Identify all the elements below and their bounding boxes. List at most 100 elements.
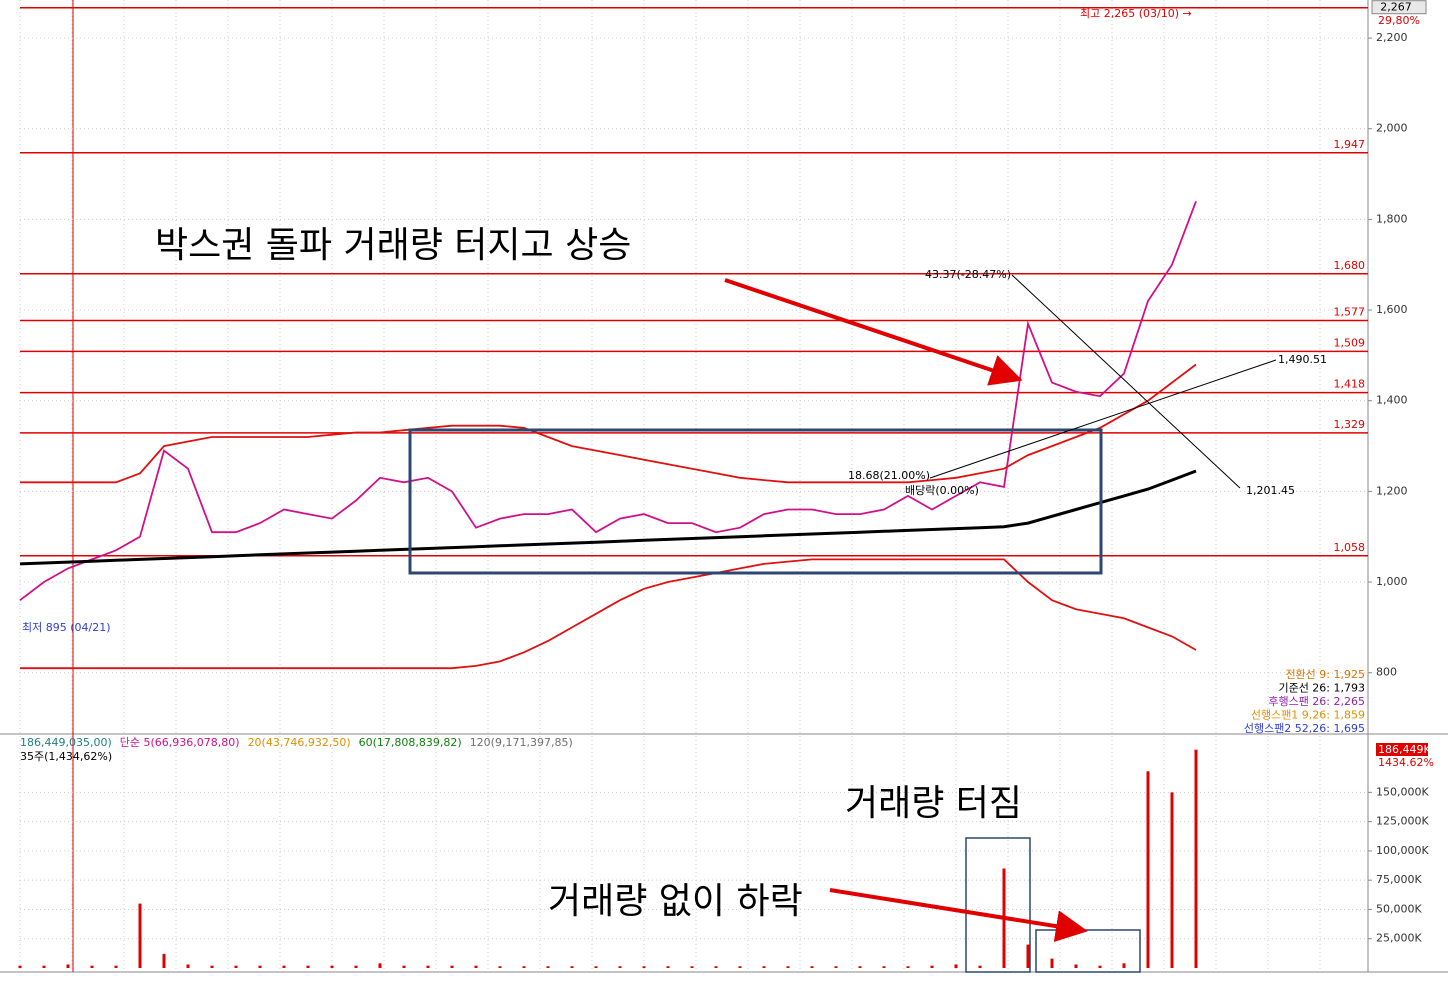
annotation: 18.68(21.00%): [848, 469, 930, 482]
volume-bar: [18, 965, 22, 968]
trend-line: [929, 359, 1277, 479]
volume-bar: [714, 966, 718, 968]
volume-bar: [954, 964, 958, 968]
volume-bar: [426, 965, 430, 968]
volume-header: 35주(1,434,62%): [20, 750, 112, 763]
level-label: 1,418: [1334, 378, 1366, 391]
trend-line: [1011, 274, 1241, 489]
level-label: 1,509: [1334, 336, 1366, 349]
volume-bar: [834, 966, 838, 968]
price-line: [20, 363, 1197, 484]
volume-bar: [450, 965, 454, 968]
volume-box: [965, 837, 1031, 973]
volume-bar: [738, 966, 742, 968]
y-tick-label: 125,000K: [1376, 815, 1429, 828]
volume-bar: [906, 966, 910, 968]
annotation: 배당락(0.00%): [905, 484, 979, 497]
volume-bar: [882, 966, 886, 968]
annotation: 1,201.45: [1246, 484, 1295, 497]
volume-bar: [1098, 965, 1102, 968]
last-volume-box: [1376, 743, 1428, 756]
volume-bar: [282, 965, 286, 968]
annotation: 거래량 없이 하락: [548, 881, 803, 922]
volume-bar: [930, 965, 934, 968]
level-label: 1,680: [1334, 259, 1366, 272]
legend-text: 선행스팬1 9,26: 1,859: [1251, 709, 1365, 722]
volume-bar: [666, 966, 670, 968]
volume-bar: [1194, 749, 1198, 968]
level-label: 1,577: [1334, 305, 1366, 318]
y-tick-label: 2,200: [1376, 31, 1408, 44]
volume-header: 20(43,746,932,50): [248, 736, 351, 749]
volume-bar: [354, 965, 358, 968]
volume-bar: [810, 966, 814, 968]
volume-bar: [1074, 964, 1078, 968]
box-range: [408, 428, 1103, 575]
y-tick-label: 800: [1376, 666, 1397, 679]
y-tick-label: 150,000K: [1376, 785, 1429, 798]
annotation: 거래량 터짐: [845, 783, 1022, 824]
y-tick-label: 2,000: [1376, 122, 1408, 135]
volume-bar: [978, 965, 982, 968]
volume-bar: [642, 966, 646, 968]
volume-header: 120(9,171,397,85): [470, 736, 573, 749]
y-tick-label: 1,600: [1376, 303, 1408, 316]
y-tick-label: 75,000K: [1376, 873, 1422, 886]
plot: 800 1,000 1,200 1,400 1,600 1,800 2,000 2,200 2,…: [18, 0, 1429, 968]
volume-bar: [522, 966, 526, 968]
volume-bar: [234, 965, 238, 968]
volume-bar: [1050, 958, 1054, 968]
volume-bar: [546, 966, 550, 968]
volume-bar: [1026, 944, 1030, 968]
annotation: 최고 2,265 (03/10) →: [1080, 7, 1192, 20]
level-box: [1371, 0, 1427, 15]
volume-bar: [858, 966, 862, 968]
legend-text: 후행스팬 26: 2,265: [1268, 695, 1365, 708]
volume-bar: [1170, 792, 1174, 968]
y-tick-label: 100,000K: [1376, 844, 1429, 857]
annotation: 최저 895 (04/21): [22, 621, 111, 634]
price-line: [20, 558, 1197, 670]
volume-bar: [618, 966, 622, 968]
legend-text: 기준선 26: 1,793: [1278, 682, 1365, 695]
annotation: 1,490.51: [1278, 353, 1327, 366]
price-line: [19, 469, 1197, 566]
volume-bar: [786, 966, 790, 968]
y-tick-label: 1,000: [1376, 575, 1408, 588]
level-label: 1,947: [1334, 138, 1366, 151]
level-label: 1,058: [1334, 541, 1366, 554]
y-tick-label: 1,400: [1376, 394, 1408, 407]
last-volume-change: 1434.62%: [1378, 756, 1434, 769]
volume-bar: [570, 966, 574, 968]
volume-bar: [378, 963, 382, 968]
volume-bar: [138, 903, 142, 968]
volume-bar: [594, 966, 598, 968]
volume-bar: [690, 966, 694, 968]
level-label: 1,329: [1334, 418, 1366, 431]
level-label: 2,267: [1380, 1, 1412, 14]
volume-bar: [42, 965, 46, 968]
y-tick-label: 1,200: [1376, 484, 1408, 497]
volume-bar: [90, 965, 94, 968]
volume-bar: [306, 965, 310, 968]
volume-header: 단순 5(66,936,078,80): [120, 736, 240, 749]
volume-bar: [402, 965, 406, 968]
y-tick-label: 50,000K: [1376, 902, 1422, 915]
volume-header: 186,449,035,00): [20, 736, 112, 749]
y-tick-label: 1,800: [1376, 212, 1408, 225]
annotation: 박스권 돌파 거래량 터지고 상승: [155, 225, 631, 266]
annotation: 29,80%: [1378, 14, 1420, 27]
y-tick-label: 25,000K: [1376, 932, 1422, 945]
volume-bar: [114, 965, 118, 968]
annotation: 43.37(-28.47%): [925, 268, 1011, 281]
volume-box: [1035, 929, 1141, 973]
arrow: [724, 278, 1023, 386]
volume-bar: [210, 965, 214, 968]
volume-bar: [1146, 771, 1150, 968]
volume-bar: [258, 965, 262, 968]
volume-header: 60(17,808,839,82): [359, 736, 462, 749]
legend-text: 선행스팬2 52,26: 1,695: [1244, 722, 1365, 735]
arrow: [829, 888, 1088, 943]
